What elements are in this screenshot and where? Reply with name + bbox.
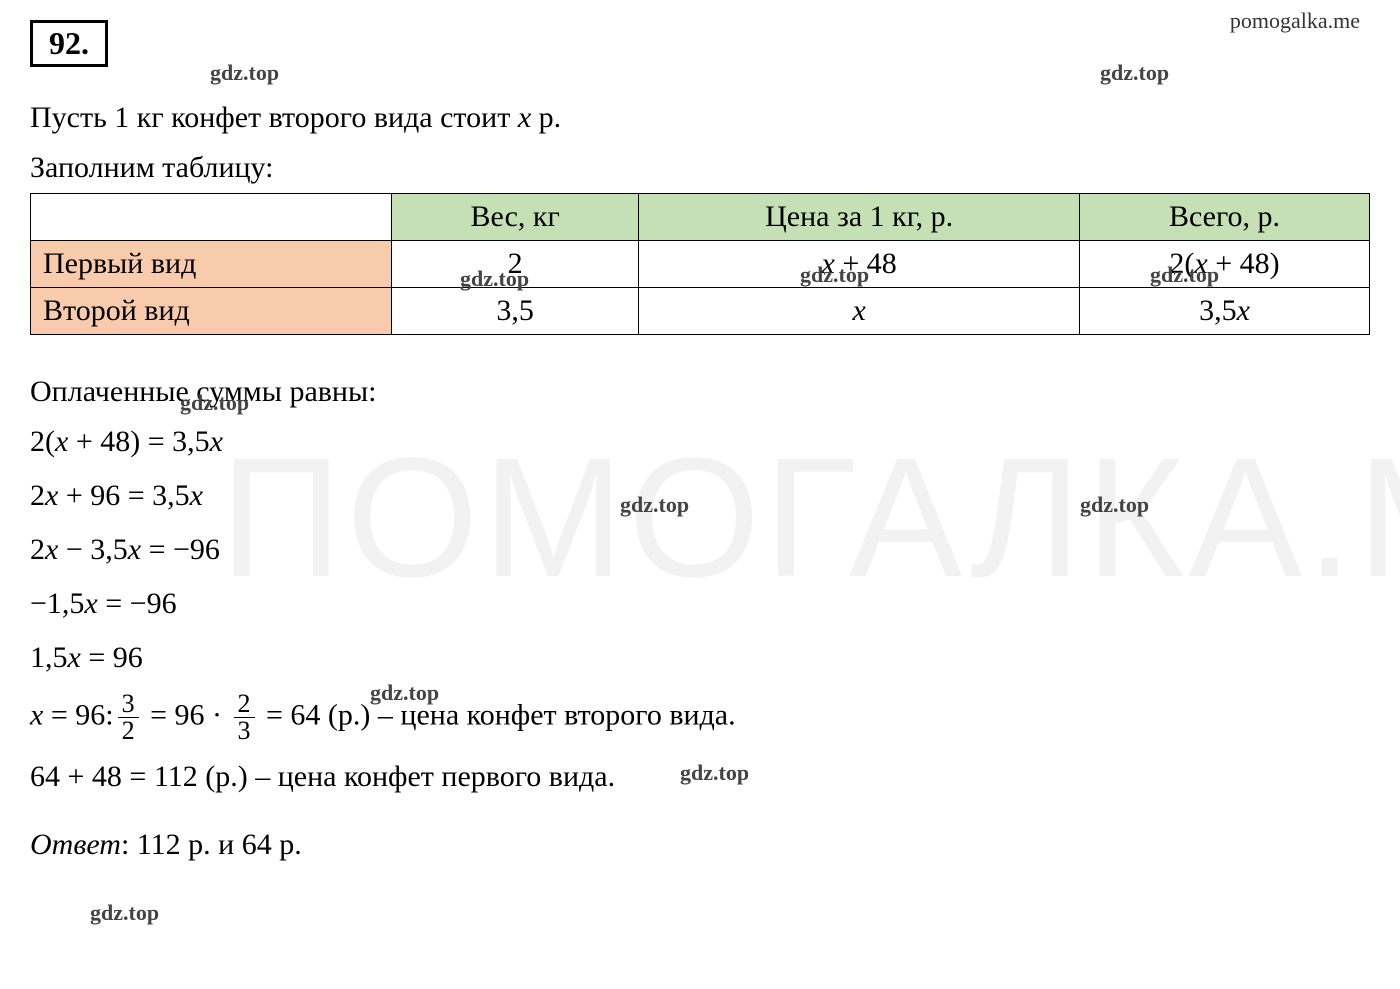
table-header: Вес, кг	[392, 194, 639, 241]
watermark: gdz.top	[1100, 60, 1169, 86]
data-table: Вес, кг Цена за 1 кг, р. Всего, р. Первы…	[30, 193, 1370, 335]
watermark: gdz.top	[90, 900, 159, 926]
table-header-row: Вес, кг Цена за 1 кг, р. Всего, р.	[31, 194, 1370, 241]
table-cell: 3,5x	[1079, 288, 1369, 335]
intro-text: Пусть 1 кг конфет второго вида стоит x р…	[30, 97, 1370, 139]
row-label: Первый вид	[31, 241, 392, 288]
equations-block: 2(x + 48) = 3,5x 2x + 96 = 3,5x 2x − 3,5x …	[30, 421, 1370, 679]
problem-number: 92.	[30, 20, 108, 67]
answer-text: : 112 р. и 64 р.	[121, 828, 302, 861]
row-label: Второй вид	[31, 288, 392, 335]
answer-label: Ответ	[30, 828, 121, 861]
answer-line: Ответ: 112 р. и 64 р.	[30, 828, 1370, 862]
equation-line: −1,5x = −96	[30, 583, 1370, 625]
result-line: 64 + 48 = 112 (р.) – цена конфет первого…	[30, 756, 1370, 798]
table-header: Всего, р.	[1079, 194, 1369, 241]
equation-line: 2(x + 48) = 3,5x	[30, 421, 1370, 463]
table-cell: x	[639, 288, 1080, 335]
equation-line: 1,5x = 96	[30, 637, 1370, 679]
equation-line: 2x + 96 = 3,5x	[30, 475, 1370, 517]
table-cell: x + 48	[639, 241, 1080, 288]
table-header: Цена за 1 кг, р.	[639, 194, 1080, 241]
table-row: Первый вид 2 x + 48 2(x + 48)	[31, 241, 1370, 288]
section-title: Оплаченные суммы равны:	[30, 375, 1370, 409]
table-row: Второй вид 3,5 x 3,5x	[31, 288, 1370, 335]
watermark: gdz.top	[210, 60, 279, 86]
fraction-line: x = 96:32 = 96 · 23 = 64 (р.) – цена кон…	[30, 691, 1370, 744]
table-cell: 3,5	[392, 288, 639, 335]
equation-line: 2x − 3,5x = −96	[30, 529, 1370, 571]
table-cell: 2	[392, 241, 639, 288]
fill-table-label: Заполним таблицу:	[30, 151, 1370, 185]
table-cell: 2(x + 48)	[1079, 241, 1369, 288]
site-label: pomogalka.me	[1230, 8, 1360, 34]
table-corner	[31, 194, 392, 241]
